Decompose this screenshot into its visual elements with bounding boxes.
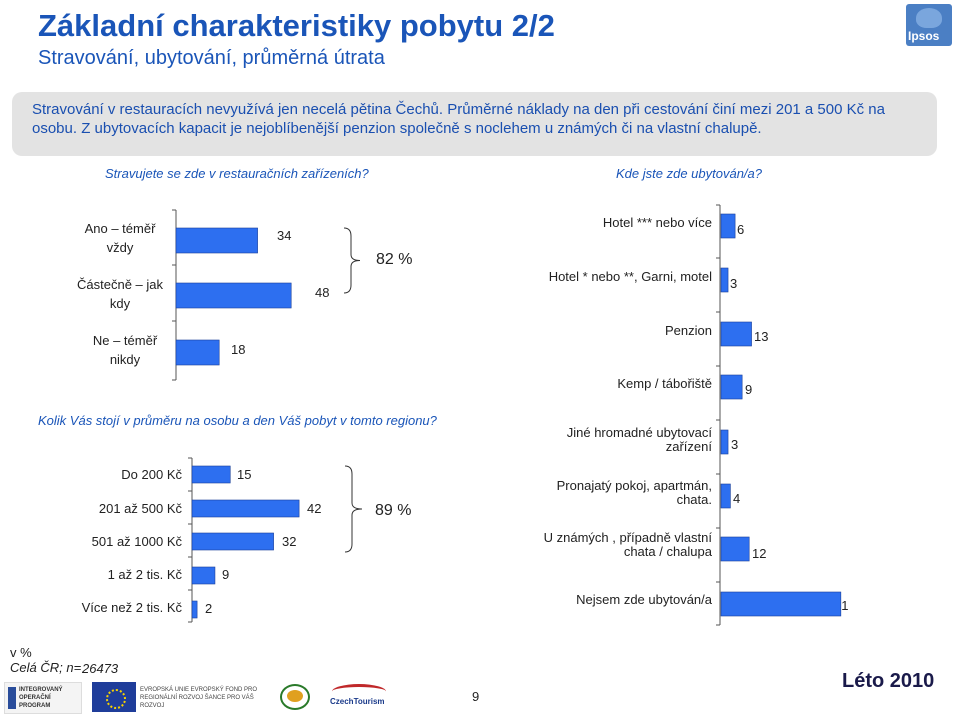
chart3-bar (720, 429, 729, 455)
chart3-value-label: 3 (730, 276, 738, 291)
chart3-category-label: Pronajatý pokoj, apartmán, chata. (556, 478, 712, 507)
logo-text: Ipsos (908, 29, 940, 43)
chart3-category-label: Hotel * nebo **, Garni, motel (548, 269, 712, 284)
chart3-category-label: Penzion (665, 323, 712, 338)
chart1-bar (175, 339, 220, 366)
iop-logo: INTEGROVANÝ OPERAČNÍ PROGRAM (4, 682, 82, 714)
summary-box: Stravování v restauracích nevyužívá jen … (12, 92, 937, 156)
unit-label: v % (10, 645, 32, 660)
chart3-title: Kde jste zde ubytován/a? (616, 166, 762, 181)
chart3-bar (720, 483, 731, 509)
chart2-category-label: 1 až 2 tis. Kč (107, 567, 182, 582)
chart2-bar (191, 532, 274, 551)
chart3-category-label: Hotel *** nebo více (602, 215, 712, 230)
chart2-bar (191, 465, 231, 484)
eu-fund-text: EVROPSKÁ UNIE EVROPSKÝ FOND PRO REGIONÁL… (140, 687, 258, 709)
eu-fund-logo: EVROPSKÁ UNIE EVROPSKÝ FOND PRO REGIONÁL… (138, 682, 268, 712)
chart1-bar (175, 227, 258, 254)
regional-logo-icon (272, 682, 322, 712)
eu-flag-icon (92, 682, 136, 712)
chart2-bar (191, 600, 198, 619)
chart3-bar (720, 374, 743, 400)
chart3-bar (720, 536, 750, 562)
ipsos-logo: Ipsos (906, 4, 952, 46)
chart1-value-label: 48 (315, 285, 330, 300)
chart3-bar (720, 591, 842, 617)
chart3-value-label: 13 (754, 329, 769, 344)
season-label: Léto 2010 (842, 670, 935, 692)
chart3-category-label: Nejsem zde ubytován/a (576, 592, 712, 607)
chart2-bracket (344, 465, 363, 553)
chart1-category-label: Částečně – jak kdy (77, 277, 163, 311)
page-subtitle: Stravování, ubytování, průměrná útrata (38, 47, 385, 69)
page-title: Základní charakteristiky pobytu 2/2 (38, 8, 555, 43)
chart1-value-label: 18 (231, 342, 246, 357)
chart1-category-label: Ano – téměř vždy (84, 221, 156, 255)
czechtourism-logo: CzechTourism (326, 682, 392, 712)
chart1-value-label: 34 (277, 228, 292, 243)
chart3-bar (720, 213, 736, 239)
iop-logo-text: INTEGROVANÝ OPERAČNÍ PROGRAM (19, 687, 63, 709)
chart3-value-label: 3 (731, 437, 739, 452)
sample-label: Celá ČR; n= (10, 660, 82, 675)
chart3-category-label: U známých , případně vlastní chata / cha… (543, 530, 712, 559)
chart2-bracket-label: 89 % (375, 502, 412, 519)
chart1-bracket (343, 227, 361, 294)
chart2-category-label: Do 200 Kč (121, 467, 182, 482)
chart3-value-label: 4 (733, 491, 741, 506)
logo-shape-icon (916, 8, 942, 28)
chart1-title: Stravujete se zde v restauračních zaříze… (105, 166, 369, 181)
chart3-value-label: 12 (752, 546, 767, 561)
chart1-bar (175, 282, 292, 309)
chart2-title: Kolik Vás stojí v průměru na osobu a den… (38, 413, 437, 428)
chart2-category-label: Více než 2 tis. Kč (81, 600, 182, 615)
sample-n: 26473 (82, 661, 119, 676)
chart2-category-label: 201 až 500 Kč (98, 501, 182, 516)
page-number: 9 (472, 689, 480, 704)
chart3-bar (720, 321, 752, 347)
chart2-value-label: 15 (237, 467, 252, 482)
chart2-value-label: 42 (307, 501, 322, 516)
chart3-value-label: 6 (737, 222, 745, 237)
czechtourism-text: CzechTourism (330, 697, 385, 706)
chart2-value-label: 2 (205, 601, 213, 616)
chart3-bar (720, 267, 729, 293)
chart2-value-label: 9 (222, 567, 230, 582)
chart2-category-label: 501 až 1000 Kč (91, 534, 182, 549)
chart2-bar (191, 566, 216, 585)
chart3-value-label: 9 (745, 382, 753, 397)
chart3-category-label: Jiné hromadné ubytovací zařízení (566, 425, 712, 454)
chart2-value-label: 32 (282, 534, 297, 549)
chart1-category-label: Ne – téměř nikdy (92, 333, 158, 367)
chart3-category-label: Kemp / tábořiště (617, 376, 712, 391)
chart1-bracket-label: 82 % (376, 251, 413, 268)
chart2-bar (191, 499, 300, 518)
